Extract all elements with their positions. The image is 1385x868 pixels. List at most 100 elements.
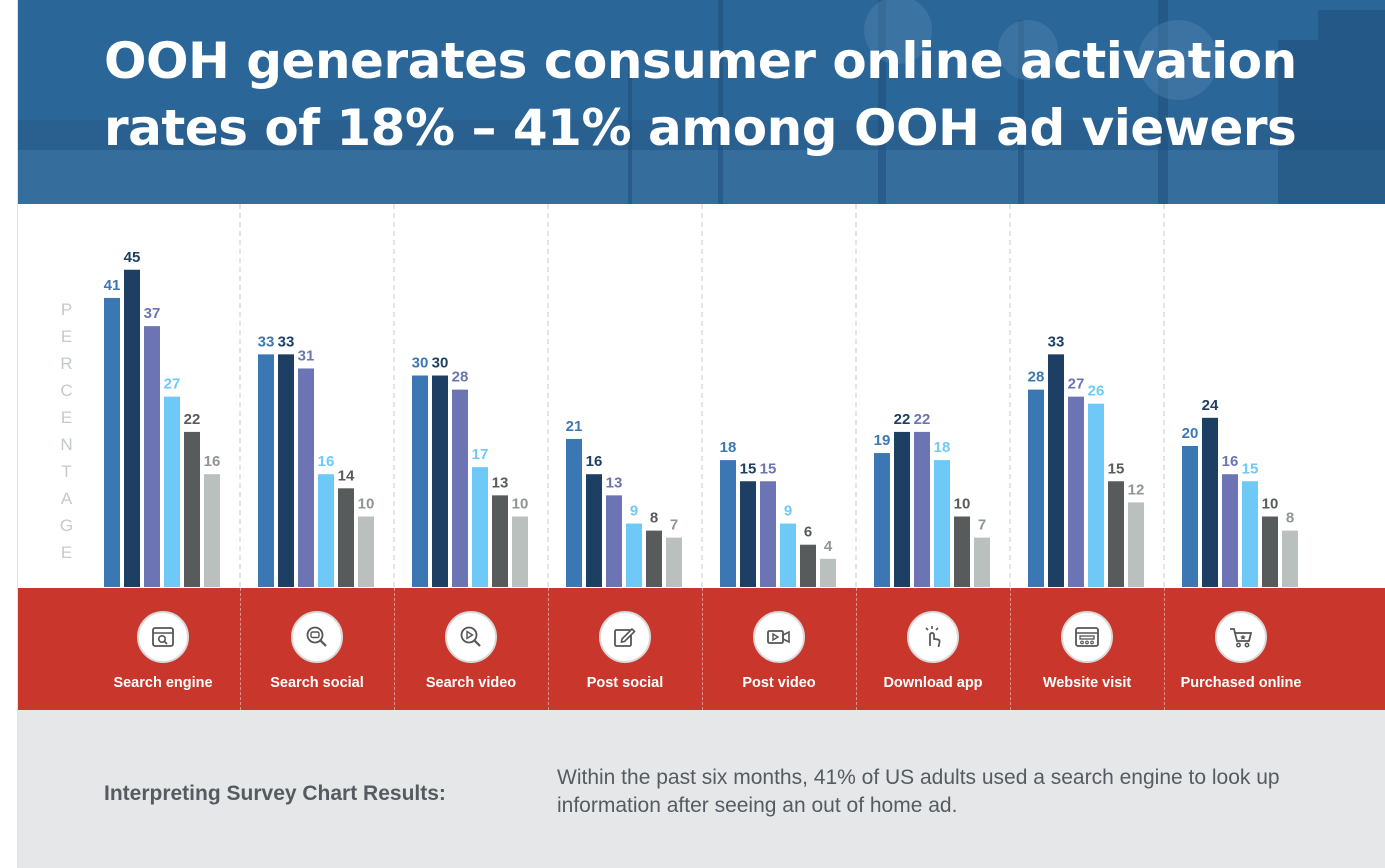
bar-value-label: 18 xyxy=(934,439,951,456)
page-title: OOH generates consumer online activation… xyxy=(104,28,1304,162)
bar-value-label: 41 xyxy=(104,277,121,294)
search-social-icon xyxy=(291,611,343,663)
bar xyxy=(184,431,200,587)
bar-value-label: 12 xyxy=(1128,481,1145,498)
category-divider xyxy=(240,588,241,710)
bar-value-label: 18 xyxy=(720,439,737,456)
bar-value-label: 16 xyxy=(318,453,335,470)
bar-value-label: 13 xyxy=(606,474,623,491)
interpretation-label: Interpreting Survey Chart Results: xyxy=(104,782,446,805)
bar xyxy=(258,354,274,587)
category-post-social: Post social xyxy=(548,588,702,710)
bar xyxy=(144,326,160,587)
bar xyxy=(298,368,314,587)
category-divider xyxy=(702,588,703,710)
search-video-icon xyxy=(445,611,497,663)
bar xyxy=(512,516,528,587)
bar-value-label: 20 xyxy=(1182,425,1199,442)
bar-value-label: 31 xyxy=(298,347,315,364)
bar xyxy=(586,474,602,587)
category-divider xyxy=(856,588,857,710)
bar-value-label: 9 xyxy=(630,503,638,520)
bar-value-label: 24 xyxy=(1202,397,1219,414)
bar xyxy=(318,474,334,587)
bar xyxy=(1202,417,1218,587)
interpretation-panel: Interpreting Survey Chart Results: Withi… xyxy=(18,710,1385,868)
bar xyxy=(358,516,374,587)
bar xyxy=(760,481,776,587)
category-band: Search engine Search social Search video Po… xyxy=(18,588,1385,710)
bar xyxy=(1262,516,1278,587)
bar xyxy=(914,431,930,587)
bar-value-label: 33 xyxy=(258,333,275,350)
category-divider xyxy=(1010,588,1011,710)
bar-value-label: 7 xyxy=(978,517,986,534)
page-left-margin xyxy=(0,0,18,868)
bar-value-label: 10 xyxy=(1262,496,1279,513)
title-line-1: OOH generates consumer online activation xyxy=(104,32,1297,90)
bar-value-label: 10 xyxy=(512,496,529,513)
bar-value-label: 27 xyxy=(164,376,181,393)
bar xyxy=(1048,354,1064,587)
bar xyxy=(432,375,448,587)
bar-value-label: 16 xyxy=(586,453,603,470)
bar-value-label: 4 xyxy=(824,538,833,555)
bar-value-label: 8 xyxy=(650,510,658,527)
bar-value-label: 30 xyxy=(412,355,429,372)
bar-value-label: 26 xyxy=(1088,383,1105,400)
category-divider xyxy=(548,588,549,710)
bar xyxy=(1068,396,1084,587)
bar-value-label: 28 xyxy=(452,369,469,386)
bar xyxy=(1242,481,1258,587)
category-label: Website visit xyxy=(1042,675,1132,691)
bar xyxy=(164,396,180,587)
bar xyxy=(1282,530,1298,587)
bar xyxy=(1088,403,1104,587)
category-purchased-online: Purchased online xyxy=(1164,588,1318,710)
y-axis-label: PERCENTAGE xyxy=(57,300,76,570)
website-visit-icon xyxy=(1061,611,1113,663)
bar-value-label: 13 xyxy=(492,474,509,491)
bar xyxy=(472,467,488,587)
bar xyxy=(874,453,890,587)
bar xyxy=(820,558,836,587)
bar-value-label: 15 xyxy=(1108,460,1125,477)
bar-value-label: 15 xyxy=(760,460,777,477)
bar-value-label: 8 xyxy=(1286,510,1294,527)
bar-value-label: 9 xyxy=(784,503,792,520)
category-label: Download app xyxy=(883,675,983,691)
category-download-app: Download app xyxy=(856,588,1010,710)
category-label: Post video xyxy=(742,675,816,691)
bar xyxy=(104,297,120,587)
bar-value-label: 22 xyxy=(184,411,201,428)
bar xyxy=(934,460,950,587)
bar xyxy=(566,438,582,587)
bar-value-label: 15 xyxy=(1242,460,1259,477)
bar xyxy=(124,269,140,587)
category-label: Post social xyxy=(586,675,664,691)
bar xyxy=(626,523,642,587)
bar xyxy=(1028,389,1044,587)
bar-value-label: 7 xyxy=(670,517,678,534)
category-label: Search video xyxy=(425,675,517,691)
bar xyxy=(1222,474,1238,587)
bar-value-label: 21 xyxy=(566,418,583,435)
bar xyxy=(720,460,736,587)
bar xyxy=(204,474,220,587)
bar xyxy=(894,431,910,587)
category-label: Search engine xyxy=(113,675,213,691)
bar-value-label: 16 xyxy=(1222,453,1239,470)
bar-value-label: 17 xyxy=(472,446,489,463)
bar-value-label: 22 xyxy=(914,411,931,428)
bar xyxy=(278,354,294,587)
banner-background-scene xyxy=(18,0,1385,204)
bar xyxy=(666,537,682,587)
title-banner: OOH generates consumer online activation… xyxy=(18,0,1385,204)
